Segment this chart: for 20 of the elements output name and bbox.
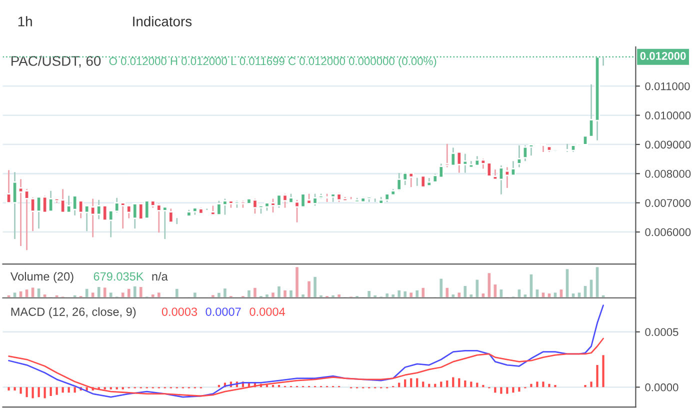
text: PAC/USDT, 60	[12, 56, 101, 68]
y-tick-label: 0.007000	[645, 199, 691, 207]
text: 1h	[18, 16, 32, 26]
y-tick-label: 0.009000	[645, 140, 691, 149]
y-tick-label: 0.010000	[645, 112, 691, 120]
y-tick-label: 0.0005	[645, 328, 678, 336]
annotation: 679.035K	[94, 272, 144, 281]
y-tick-label: 0.0000	[645, 383, 678, 392]
annotation: 0.0003	[162, 308, 198, 316]
ref-line-label: 0.012000	[640, 52, 686, 60]
annotation: 0.0007	[206, 308, 241, 316]
annotation: 0.0004	[250, 308, 286, 316]
y-tick-label: 0.008000	[645, 170, 691, 178]
y-tick-label: 0.011000	[645, 82, 690, 90]
annotation: O 0.012000 H 0.012000 L 0.011699 C 0.012000 0.000000 (0.00%)	[109, 56, 436, 68]
y-tick-label: 0.006000	[645, 228, 691, 236]
chart-title: Volume (20)	[10, 272, 74, 283]
annotation: n/a	[152, 272, 168, 281]
text: Indicators	[133, 16, 192, 26]
text: MACD (12, 26, close, 9)	[11, 307, 136, 318]
